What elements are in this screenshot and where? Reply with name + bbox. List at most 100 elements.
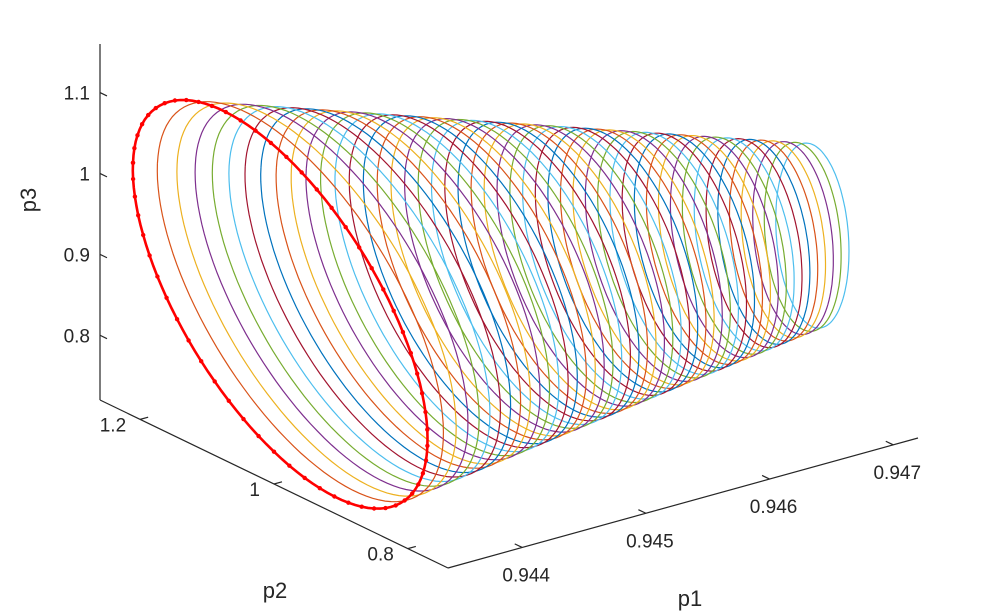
orbit-curve-26 [522, 125, 682, 400]
orbit-curve-15 [376, 116, 587, 441]
orbit-marker [287, 463, 292, 468]
z-tick-label: 1 [79, 164, 90, 185]
orbit-marker [130, 160, 136, 165]
z-tick [99, 334, 108, 340]
orbit-curve-2 [176, 102, 457, 497]
orbit-marker [271, 449, 277, 454]
orbit-marker [329, 205, 334, 210]
orbit-curve-5 [228, 105, 491, 483]
orbit-curve-18 [417, 118, 614, 429]
orbit-marker [346, 500, 351, 505]
orbit-curve-29 [559, 128, 707, 390]
orbit-curve-11 [320, 112, 551, 457]
orbit-marker [359, 504, 364, 509]
tick-labels: 0.8 0.9 1 1.1 0.8 1 1.2 0.944 0.945 0.946 0.947 [64, 84, 921, 587]
orbit-marker [209, 103, 215, 109]
highlighted-orbit [130, 97, 430, 511]
orbit-marker [130, 176, 136, 182]
z-tick-label: 0.8 [64, 326, 90, 347]
orbit-marker [381, 287, 386, 292]
tick-marks [99, 92, 894, 550]
orbit-marker [343, 225, 348, 230]
y-tick [139, 416, 149, 420]
x-tick [885, 440, 894, 446]
y-tick-label: 0.8 [367, 545, 393, 566]
orbit-curve-35 [633, 133, 756, 369]
orbit-marker [186, 338, 191, 343]
orbit-curve-1 [156, 101, 445, 503]
orbit-marker [410, 491, 415, 496]
orbit-curve-34 [621, 132, 748, 372]
orbit-marker [223, 109, 229, 115]
orbit-curve-8 [275, 109, 522, 469]
y-tick-label: 1.2 [100, 415, 126, 436]
orbit-marker [371, 506, 377, 511]
orbit-marker [174, 317, 180, 322]
orbit-marker [369, 266, 374, 271]
orbit-curve-10 [305, 111, 541, 461]
orbit-curve-6 [244, 107, 502, 478]
orbit-marker [425, 427, 430, 432]
orbit-marker [393, 503, 398, 508]
y-tick [407, 545, 417, 550]
orbit-marker [212, 379, 217, 384]
y-tick [273, 481, 283, 485]
orbit-curve-30 [572, 129, 715, 386]
orbit-marker [146, 112, 151, 118]
orbit-marker [420, 471, 426, 476]
z-tick [99, 172, 108, 178]
orbit-curve-43 [728, 139, 819, 342]
orbit-curve-46 [763, 141, 842, 332]
orbit-marker [241, 416, 246, 422]
orbit-curve-38 [669, 135, 780, 359]
orbit-marker [425, 443, 430, 448]
orbit-marker [302, 475, 307, 481]
orbit-marker [423, 409, 428, 415]
orbit-marker [332, 494, 337, 499]
orbit-marker [423, 458, 429, 463]
orbit-curve-27 [534, 126, 691, 397]
orbit-marker [256, 433, 261, 439]
orbit-marker [153, 105, 158, 111]
orbit-curve-39 [681, 136, 787, 355]
orbit-marker [135, 133, 140, 138]
orbit-marker [196, 99, 201, 105]
orbit-marker [184, 97, 189, 103]
x-tick [514, 543, 523, 549]
x-tick-label: 0.944 [502, 565, 550, 586]
orbit-curve-40 [693, 137, 795, 352]
orbit-curve-21 [457, 121, 640, 418]
x-tick-label: 0.947 [873, 463, 921, 484]
orbit-curve-7 [260, 108, 512, 474]
orbit-curve-44 [740, 140, 827, 339]
orbit-marker [268, 140, 274, 146]
orbit-marker [162, 101, 167, 106]
orbit-curve-24 [496, 124, 666, 407]
orbit-curve-32 [597, 130, 732, 379]
orbit-marker [419, 391, 425, 396]
y-tick-label: 1 [249, 480, 260, 501]
x-tick-label: 0.946 [750, 497, 798, 518]
orbit-marker [416, 482, 421, 487]
z-tick [99, 92, 108, 97]
orbit-marker [253, 128, 258, 133]
orbit-curve-31 [584, 130, 723, 383]
orbit-marker [139, 122, 145, 127]
z-tick [99, 253, 108, 259]
orbit-curve-17 [403, 117, 605, 433]
orbit-marker [400, 329, 406, 335]
orbit-curves [156, 101, 850, 503]
z-tick-label: 1.1 [64, 84, 90, 105]
orbit-marker [226, 398, 231, 403]
orbit-curve-9 [290, 110, 532, 465]
orbit-marker [383, 505, 388, 511]
orbit-marker [408, 350, 413, 356]
orbit-marker [141, 232, 146, 238]
orbit-curve-37 [657, 135, 772, 362]
orbit-marker [391, 308, 396, 313]
orbit-marker [299, 170, 304, 175]
z-tick-label: 0.9 [64, 245, 90, 266]
orbit-marker [238, 118, 243, 123]
